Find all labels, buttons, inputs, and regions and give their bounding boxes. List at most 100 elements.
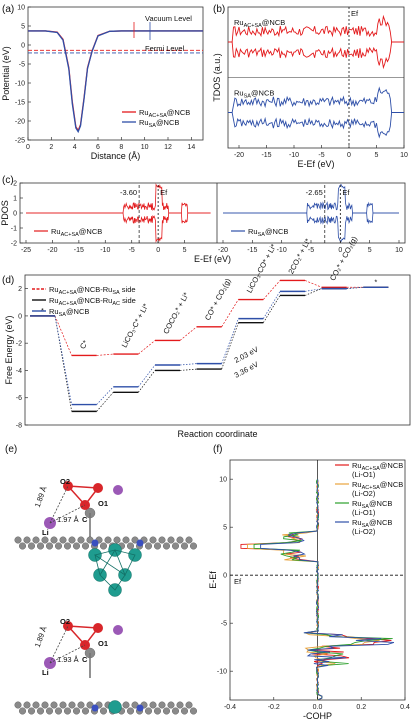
legend-label-f-1: RuAC+SA@NCB (352, 480, 403, 491)
y-tick-label-a: 5 (21, 24, 25, 31)
legend-label-a-1-tail: @NCB (156, 118, 179, 127)
step-connector-0 (96, 353, 114, 356)
lg-e: side (120, 296, 136, 305)
x-tick-label-a: 4 (73, 144, 77, 151)
legend-label-f-2-sub: SA (362, 504, 370, 510)
step-connector-2 (96, 386, 114, 405)
structure-bottom-label-li: Li (42, 668, 49, 677)
y-tick-label-c: -2 (11, 241, 17, 248)
step-connector-0 (304, 280, 322, 288)
panel-label-b: (b) (213, 4, 225, 15)
graphene-bottom (68, 701, 76, 709)
x-tick-label-a: 14 (187, 144, 195, 151)
graphene-top (19, 542, 27, 550)
x-tick-label-a: 8 (119, 144, 123, 151)
plot-frame-a (27, 6, 204, 141)
step-connector-2 (221, 318, 239, 364)
tdos-up-0 (228, 14, 404, 43)
legend-label-b-0-tail: @NCB (262, 18, 285, 27)
structure-top-label-li: Li (42, 528, 49, 537)
step-connector-1 (304, 288, 322, 296)
legend-label-f-0-sub: AC+SA (362, 466, 381, 472)
x-tick-label-a: 0 (26, 144, 30, 151)
x-tick-label-c-1: -10 (277, 247, 287, 254)
panel-label-d: (d) (2, 275, 14, 286)
step-connector-2 (263, 291, 281, 319)
annotation-fermi-level: Fermi Level (145, 44, 185, 53)
lg-d: SA (112, 290, 120, 296)
graphene-top (158, 536, 166, 544)
legend-label-c-0-sub: AC+SA (61, 232, 80, 238)
graphene-bottom-n (136, 704, 144, 712)
y-tick-label-d: -8 (16, 423, 22, 430)
step-connector-1 (179, 368, 197, 371)
graphene-bottom (77, 701, 85, 709)
annotation-vacuum-level: Vacuum Level (145, 14, 192, 23)
y-tick-label-f: 5 (223, 525, 227, 532)
graphene-bottom (50, 701, 58, 709)
panel-e: (e) O2 O1 C Li 1.89 Å 1.97 Å O2 O1 C Li 1.89 Å 1.93 … (5, 444, 197, 715)
graphene-bottom (41, 701, 49, 709)
structure-bottom-label-o2: O2 (60, 617, 70, 626)
lg-b: AC+SA (59, 290, 78, 296)
legend-label-c-0-tail: @NCB (79, 227, 102, 236)
graphene-bottom (63, 707, 71, 715)
structure-top-label-o2: O2 (60, 477, 70, 486)
graphene-bottom (81, 707, 89, 715)
structure-bottom-label-c: C (82, 655, 88, 664)
legend-label-a-1-main: Ru (139, 118, 149, 127)
legend-label-f-0-tail: @NCB (380, 461, 403, 470)
legend-label-b-1-sub: SA (244, 94, 252, 100)
x-tick-label-c-0: -5 (129, 247, 135, 254)
step-connector-2 (54, 315, 73, 405)
legend-label-c-1-tail: @NCB (265, 227, 288, 236)
tdos-down-1 (228, 112, 404, 139)
lg-a: Ru (49, 296, 59, 305)
legend-label-d-2: RuSA@NCB (49, 307, 89, 318)
step-connector-0 (263, 280, 281, 300)
x-tick-label-b: -10 (289, 152, 299, 159)
x-axis-label-d: Reaction coordinate (177, 429, 257, 439)
graphene-top (23, 536, 31, 544)
graphene-bottom (162, 707, 170, 715)
step-connector-0 (54, 315, 72, 356)
panel-label-e: (e) (5, 444, 17, 455)
step-connector-0 (179, 326, 197, 341)
x-axis-label-b: E-Ef (eV) (297, 159, 334, 169)
y-tick-label-a: 0 (21, 43, 25, 50)
legend-label-b-0-sub: AC+SA (244, 23, 263, 29)
y-tick-label-a: -15 (15, 100, 25, 107)
structure-bottom-bonds (67, 625, 100, 647)
x-tick-label-c-0: 0 (156, 247, 160, 254)
x-tick-label-f: 0.2 (356, 704, 366, 711)
graphene-top-n (136, 539, 144, 547)
pdos-down-0 (26, 212, 211, 243)
graphene-bottom-n (91, 704, 99, 712)
legend-label-f-2: RuSA@NCB (352, 499, 392, 510)
x-tick-label-f: 0.0 (313, 704, 323, 711)
x-tick-label-c-0: -25 (21, 247, 31, 254)
y-axis-label-f: E-Ef (208, 571, 218, 589)
step-label-main: LiCO₃-C (120, 320, 141, 350)
fermi-label-f: Ef (234, 577, 242, 586)
legend-label-f-line2-1: (Li-O2) (352, 489, 376, 498)
step-label-3: COCO₂* + Li* (161, 291, 190, 336)
graphene-top (68, 536, 76, 544)
legend-label-f-2-main: Ru (352, 499, 362, 508)
x-tick-label-f: -0.4 (224, 704, 236, 711)
x-tick-label-b: 5 (375, 152, 379, 159)
step-label-sup: * + CO₂(g) (208, 276, 233, 311)
ru-cluster-bonds (94, 549, 136, 591)
panel-label-a: (a) (2, 4, 14, 15)
graphene-top (50, 536, 58, 544)
legend-label-f-line2-2: (Li-O1) (352, 508, 376, 517)
x-tick-label-c-1: 5 (368, 247, 372, 254)
graphene-top (63, 542, 71, 550)
y-tick-label-f: 10 (219, 477, 227, 484)
step-label-8: * (374, 277, 377, 286)
panel-a: (a)0 2 4 6 8 10 12 14-25-20-15-10-50510Distance… (1, 4, 204, 161)
graphene-top (122, 536, 130, 544)
structure-top-label-bond2: 1.97 Å (57, 515, 79, 524)
graphene-bottom (180, 707, 188, 715)
graphene-top (99, 542, 107, 550)
